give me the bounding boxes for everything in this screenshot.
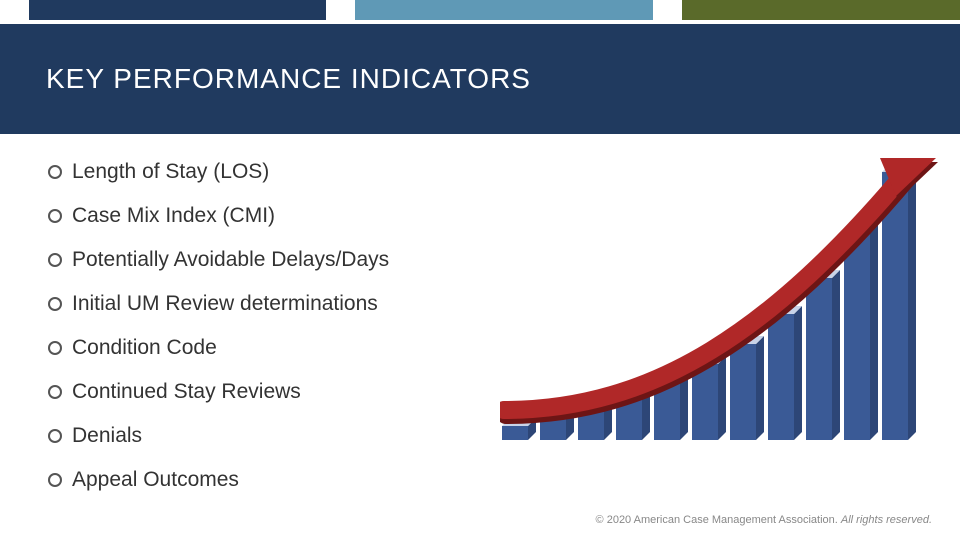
stripe-segment — [653, 0, 682, 20]
bullet-text: Continued Stay Reviews — [72, 380, 301, 404]
bullet-item: Condition Code — [48, 336, 389, 360]
bullet-marker-icon — [48, 165, 62, 179]
bar-side — [908, 164, 916, 440]
stripe-segment — [29, 0, 327, 20]
copyright-text: © 2020 American Case Management Associat… — [596, 514, 838, 526]
bullet-item: Continued Stay Reviews — [48, 380, 389, 404]
bar-side — [680, 374, 688, 440]
bullet-marker-icon — [48, 385, 62, 399]
bar-front — [768, 314, 794, 440]
slide: KEY PERFORMANCE INDICATORS Length of Sta… — [0, 0, 960, 540]
stripe-segment — [355, 0, 653, 20]
bar-front — [806, 278, 832, 440]
bullet-text: Denials — [72, 424, 142, 448]
bullet-marker-icon — [48, 253, 62, 267]
slide-title: KEY PERFORMANCE INDICATORS — [46, 63, 531, 95]
footer: © 2020 American Case Management Associat… — [596, 514, 932, 526]
bullet-marker-icon — [48, 429, 62, 443]
bullet-item: Appeal Outcomes — [48, 468, 389, 492]
bar-side — [794, 306, 802, 440]
title-band: KEY PERFORMANCE INDICATORS — [0, 24, 960, 134]
bar-side — [870, 222, 878, 440]
bullet-marker-icon — [48, 473, 62, 487]
bullet-text: Initial UM Review determinations — [72, 292, 378, 316]
bar-side — [756, 336, 764, 440]
bar-side — [832, 270, 840, 440]
bar-front — [502, 426, 528, 440]
bullet-text: Appeal Outcomes — [72, 468, 239, 492]
bullet-text: Case Mix Index (CMI) — [72, 204, 275, 228]
bullet-item: Initial UM Review determinations — [48, 292, 389, 316]
rights-text: All rights reserved. — [841, 514, 932, 526]
growth-chart — [500, 150, 940, 450]
bar-front — [730, 344, 756, 440]
top-accent-stripe — [0, 0, 960, 20]
bar-side — [718, 356, 726, 440]
bullet-item: Potentially Avoidable Delays/Days — [48, 248, 389, 272]
bullet-item: Length of Stay (LOS) — [48, 160, 389, 184]
bullet-text: Potentially Avoidable Delays/Days — [72, 248, 389, 272]
bullet-list: Length of Stay (LOS) Case Mix Index (CMI)… — [48, 160, 389, 512]
bullet-item: Denials — [48, 424, 389, 448]
stripe-segment — [682, 0, 960, 20]
bullet-item: Case Mix Index (CMI) — [48, 204, 389, 228]
bullet-text: Condition Code — [72, 336, 217, 360]
bullet-marker-icon — [48, 341, 62, 355]
bullet-text: Length of Stay (LOS) — [72, 160, 269, 184]
stripe-segment — [0, 0, 29, 20]
bullet-marker-icon — [48, 297, 62, 311]
bullet-marker-icon — [48, 209, 62, 223]
stripe-segment — [326, 0, 355, 20]
bar-front — [844, 230, 870, 440]
